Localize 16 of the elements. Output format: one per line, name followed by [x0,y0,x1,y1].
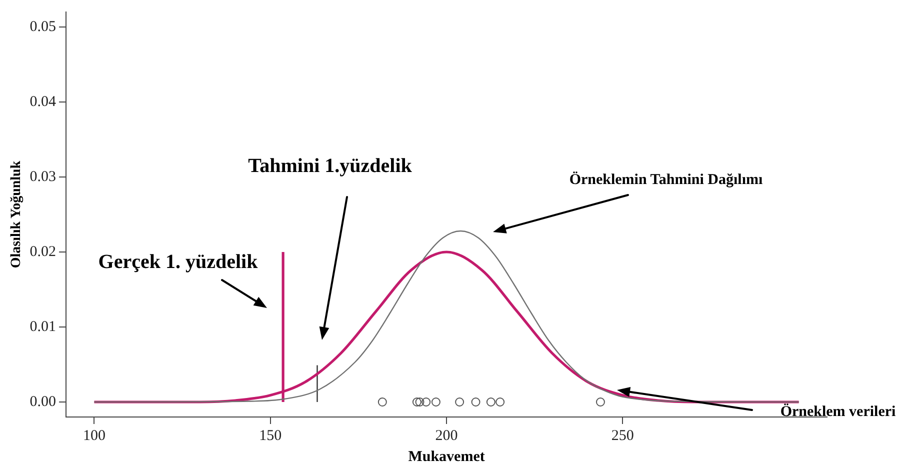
y-tick-label: 0.04 [30,94,57,110]
x-tick-label: 100 [82,428,106,444]
x-tick-label: 250 [611,428,634,444]
y-tick-label: 0.05 [30,18,56,35]
x-tick-label: 200 [435,428,458,444]
x-axis-title: Mukavemet [408,448,485,465]
annotation: Örneklemin Tahmini Dağılımı [569,170,763,188]
annotation: Örneklem verileri [780,402,896,420]
x-tick-label: 150 [259,428,282,444]
y-tick-label: 0.03 [30,168,56,185]
annotation: Gerçek 1. yüzdelik [98,251,259,274]
y-tick-label: 0.02 [30,244,56,260]
y-tick-label: 0.01 [30,318,56,335]
y-axis-title: Olasılık Yoğunluk [9,160,24,268]
y-tick-label: 0.00 [30,394,56,410]
annotation: Tahmini 1.yüzdelik [248,155,413,178]
